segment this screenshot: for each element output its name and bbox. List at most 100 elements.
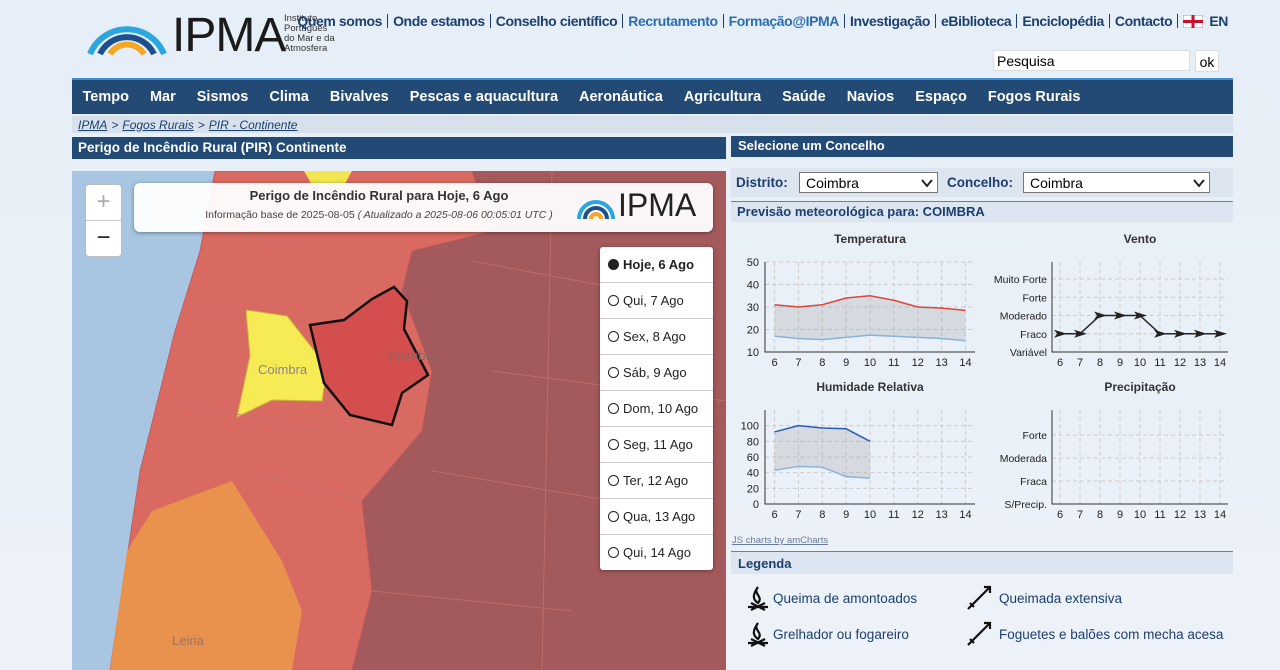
top-link[interactable]: Recrutamento bbox=[628, 13, 718, 29]
zoom-out[interactable]: − bbox=[96, 224, 111, 251]
flag-icon bbox=[1183, 14, 1204, 28]
nav-item[interactable]: Agricultura bbox=[683, 89, 762, 105]
district-label: Distrito: bbox=[736, 175, 788, 190]
y-category-label: Forte bbox=[1022, 292, 1047, 304]
nav-item[interactable]: Aeronáutica bbox=[579, 89, 663, 105]
separator bbox=[622, 14, 624, 28]
nav-item[interactable]: Sismos bbox=[196, 89, 249, 105]
breadcrumb-link[interactable]: Fogos Rurais bbox=[122, 117, 194, 132]
x-tick-label: 14 bbox=[1214, 509, 1226, 521]
region-moderate bbox=[110, 481, 302, 670]
breadcrumb-link[interactable]: IPMA bbox=[78, 117, 108, 132]
logo-subtitle: Instituto Português do Mar e da Atmosfera bbox=[284, 14, 335, 54]
wind-arrow bbox=[1134, 311, 1147, 320]
separator bbox=[489, 14, 491, 28]
nav-item[interactable]: Clima bbox=[269, 89, 309, 105]
day-item[interactable]: Qui, 7 Ago bbox=[600, 283, 713, 319]
zoom-in[interactable]: + bbox=[86, 185, 121, 221]
x-tick-label: 9 bbox=[1117, 357, 1123, 369]
legend-title: Legenda bbox=[731, 551, 1233, 574]
top-link[interactable]: Quem somos bbox=[297, 13, 383, 29]
top-link[interactable]: Onde estamos bbox=[393, 13, 485, 29]
day-item[interactable]: Dom, 10 Ago bbox=[600, 391, 713, 427]
y-tick-label: 10 bbox=[747, 347, 759, 359]
chevron bbox=[1193, 179, 1205, 188]
nav-item[interactable]: Tempo bbox=[82, 89, 129, 105]
x-tick-label: 12 bbox=[912, 357, 924, 369]
y-category-label: Muito Forte bbox=[994, 274, 1047, 286]
x-tick-label: 7 bbox=[795, 357, 801, 369]
search-button[interactable]: ok bbox=[1195, 50, 1219, 72]
district-select[interactable]: Coimbra bbox=[799, 172, 938, 193]
y-category-label: Moderada bbox=[1000, 453, 1047, 465]
wind-arrow bbox=[1074, 329, 1087, 338]
chart-credit[interactable]: JS charts by amCharts bbox=[732, 535, 829, 546]
x-tick-label: 6 bbox=[1057, 357, 1063, 369]
separator bbox=[1108, 14, 1110, 28]
range-band bbox=[774, 295, 966, 341]
top-link[interactable]: Investigação bbox=[850, 13, 931, 29]
day-item[interactable]: Hoje, 6 Ago bbox=[600, 247, 713, 283]
top-link[interactable]: Conselho científico bbox=[495, 13, 618, 29]
nav-item[interactable]: Pescas e aquacultura bbox=[409, 89, 559, 105]
separator bbox=[387, 14, 389, 28]
day-item[interactable]: Sáb, 9 Ago bbox=[600, 355, 713, 391]
legend-icon bbox=[748, 586, 768, 611]
icon-shape bbox=[748, 586, 768, 611]
nav-item[interactable]: Mar bbox=[149, 89, 176, 105]
radio bbox=[608, 331, 619, 342]
sea bbox=[72, 171, 215, 670]
icon-shape bbox=[748, 622, 768, 647]
logo-subtitle-line: Português bbox=[284, 23, 328, 34]
nav-item[interactable]: Saúde bbox=[782, 89, 826, 105]
range-band bbox=[774, 425, 870, 479]
radio bbox=[608, 511, 619, 522]
council-select[interactable]: Coimbra bbox=[1023, 172, 1210, 193]
axis bbox=[764, 262, 975, 353]
day-item[interactable]: Ter, 12 Ago bbox=[600, 463, 713, 499]
nav-item[interactable]: Fogos Rurais bbox=[987, 89, 1081, 105]
map-label: Coimbra bbox=[388, 348, 438, 363]
region-low bbox=[236, 309, 328, 418]
x-tick-label: 10 bbox=[1134, 509, 1146, 521]
breadcrumb-separator: > bbox=[111, 117, 119, 132]
x-tick-label: 8 bbox=[1097, 357, 1103, 369]
language-link[interactable]: EN bbox=[1209, 13, 1228, 29]
legend-icon bbox=[748, 622, 768, 647]
search-input[interactable]: Pesquisa bbox=[993, 50, 1190, 71]
logo-subtitle-line: Instituto bbox=[284, 13, 318, 24]
day-item[interactable]: Qui, 14 Ago bbox=[600, 535, 713, 570]
day-label: Hoje, 6 Ago bbox=[623, 257, 695, 272]
y-category-label: Fraca bbox=[1020, 476, 1047, 488]
info-logo-text: IPMA bbox=[618, 187, 697, 223]
legend-label: Queimada extensiva bbox=[999, 591, 1123, 606]
radio bbox=[608, 367, 619, 378]
x-tick-label: 10 bbox=[864, 509, 876, 521]
icon-shape bbox=[967, 621, 992, 646]
y-tick-label: 80 bbox=[747, 436, 759, 448]
chart-title: Humidade Relativa bbox=[816, 380, 924, 394]
top-link[interactable]: Enciclopédia bbox=[1022, 13, 1104, 29]
radio bbox=[608, 547, 619, 558]
top-link[interactable]: Contacto bbox=[1114, 13, 1173, 29]
x-tick-label: 10 bbox=[864, 357, 876, 369]
day-label: Dom, 10 Ago bbox=[623, 401, 699, 416]
legend-icon bbox=[967, 621, 992, 646]
y-category-label: Fraco bbox=[1020, 329, 1047, 341]
council-label: Concelho: bbox=[947, 175, 1013, 190]
legend-label: Queima de amontoados bbox=[773, 591, 918, 606]
nav-stripe bbox=[72, 78, 1233, 80]
day-item[interactable]: Seg, 11 Ago bbox=[600, 427, 713, 463]
breadcrumb: IPMA > Fogos Rurais > PIR - Continente bbox=[72, 116, 1233, 133]
top-link[interactable]: eBiblioteca bbox=[941, 13, 1012, 29]
day-item[interactable]: Sex, 8 Ago bbox=[600, 319, 713, 355]
x-tick-label: 10 bbox=[1134, 357, 1146, 369]
nav-item[interactable]: Espaço bbox=[915, 89, 967, 105]
nav-item[interactable]: Navios bbox=[846, 89, 895, 105]
nav-item[interactable]: Bivalves bbox=[329, 89, 389, 105]
top-link[interactable]: Formação@IPMA bbox=[728, 13, 840, 29]
day-item[interactable]: Qua, 13 Ago bbox=[600, 499, 713, 535]
x-tick-label: 13 bbox=[1194, 509, 1206, 521]
breadcrumb-link[interactable]: PIR - Continente bbox=[208, 117, 298, 132]
